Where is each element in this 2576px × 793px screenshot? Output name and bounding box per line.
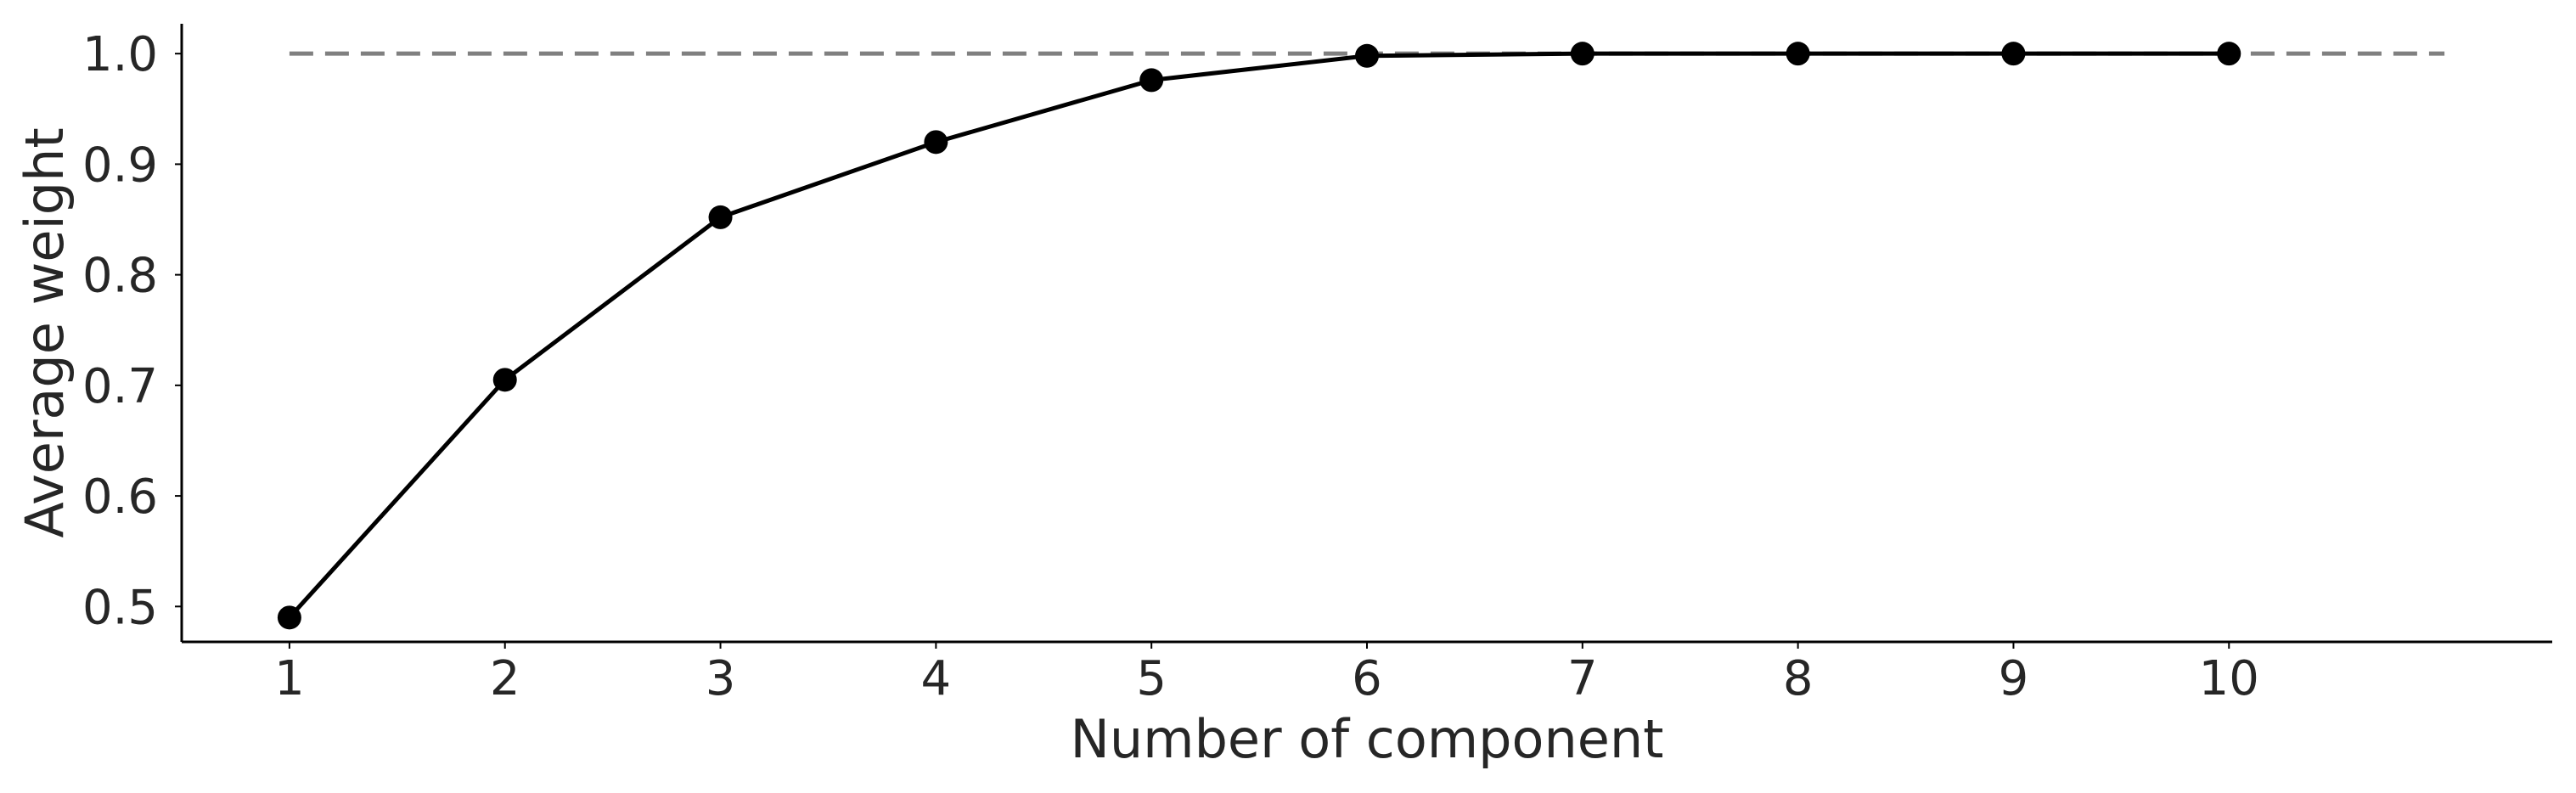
x-tick-label: 4	[921, 651, 952, 706]
data-point	[277, 605, 301, 630]
data-point	[924, 130, 948, 155]
series-line	[288, 51, 2230, 620]
x-tick-label: 10	[2199, 651, 2259, 706]
x-axis-label: Number of component	[1071, 708, 1664, 770]
data-point	[2001, 42, 2026, 66]
data-point	[1570, 42, 1595, 66]
data-point	[708, 205, 733, 229]
x-tick-label: 5	[1136, 651, 1167, 706]
data-point	[1139, 68, 1164, 93]
series-group	[277, 42, 2241, 630]
x-tick-label: 6	[1352, 651, 1382, 706]
data-point	[1786, 42, 1810, 66]
x-tick-label: 2	[490, 651, 520, 706]
y-axis-label: Average weight	[14, 127, 76, 537]
y-ticks: 0.5 0.6 0.7 0.8 0.9 1.0	[82, 27, 182, 635]
data-point	[2217, 42, 2241, 66]
y-tick-label: 0.8	[82, 249, 158, 304]
data-point	[1355, 43, 1379, 68]
y-tick-label: 1.0	[82, 27, 158, 82]
x-tick-label: 7	[1567, 651, 1598, 706]
y-tick-label: 0.9	[82, 138, 158, 193]
y-tick-label: 0.6	[82, 470, 158, 525]
x-tick-label: 3	[706, 651, 736, 706]
y-tick-label: 0.7	[82, 359, 158, 414]
data-point	[492, 368, 517, 392]
x-tick-label: 1	[274, 651, 305, 706]
axes	[180, 24, 2552, 644]
x-tick-label: 8	[1783, 651, 1814, 706]
x-tick-label: 9	[1999, 651, 2029, 706]
y-tick-label: 0.5	[82, 580, 158, 635]
x-ticks: 1 2 3 4 5 6 7 8 9 10	[274, 642, 2259, 706]
